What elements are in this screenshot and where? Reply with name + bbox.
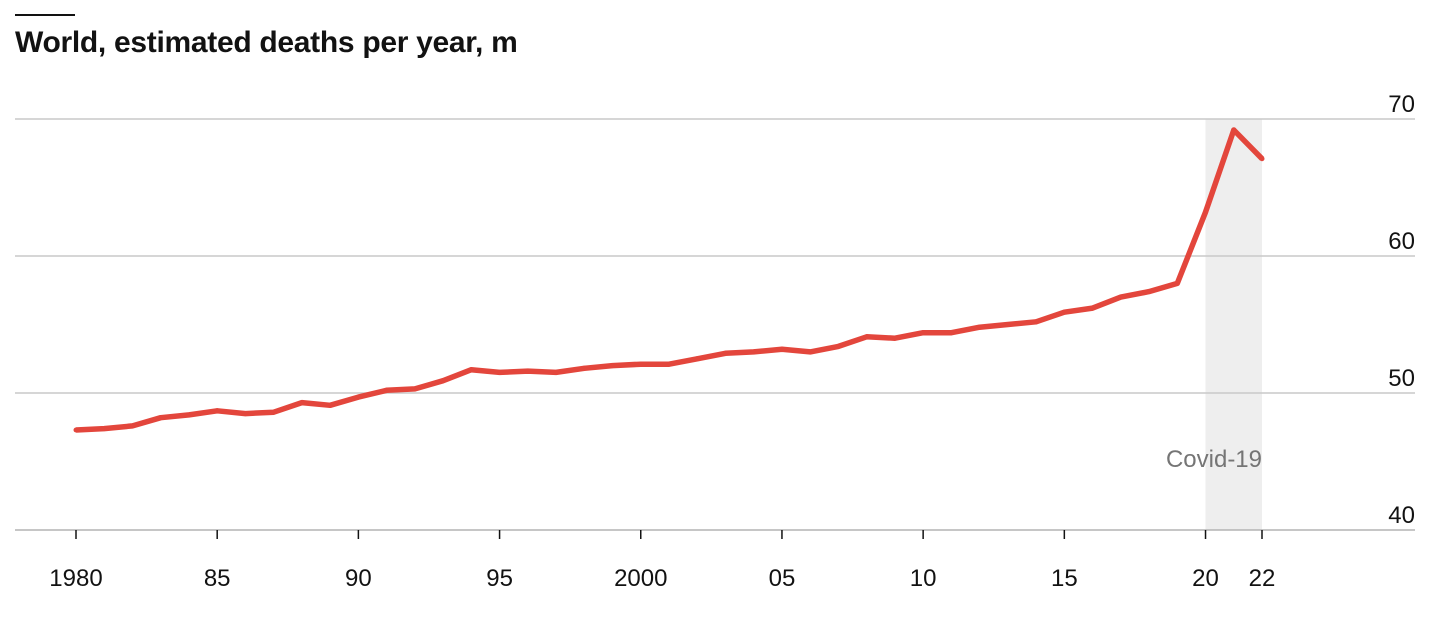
data-point-2016: [1090, 305, 1096, 311]
x-tick-label-10: 10: [910, 565, 937, 592]
data-point-2017: [1118, 294, 1124, 300]
x-tick-label-20: 20: [1192, 565, 1219, 592]
x-tick-label-05: 05: [769, 565, 796, 592]
data-point-2011: [948, 330, 954, 336]
y-tick-labels: 70 60 50 40: [1388, 91, 1415, 529]
data-point-1980: [73, 427, 79, 433]
x-tick-label-2000: 2000: [614, 565, 667, 592]
x-tick-label-1980: 1980: [49, 565, 102, 592]
data-point-2006: [807, 349, 813, 355]
data-point-2000: [638, 361, 644, 367]
data-point-2008: [864, 334, 870, 340]
data-point-1985: [214, 408, 220, 414]
y-tick-label-40: 40: [1388, 502, 1415, 529]
data-point-2005: [779, 346, 785, 352]
data-point-1991: [384, 387, 390, 393]
gridlines: [15, 118, 1415, 531]
top-rule: [15, 14, 75, 16]
x-axis: 1980 85 90 95 2000 05 10 15 20 22: [49, 530, 1275, 592]
data-point-1998: [581, 365, 587, 371]
data-point-2007: [835, 343, 841, 349]
data-point-2020: [1203, 209, 1208, 215]
data-point-2012: [977, 324, 983, 330]
data-point-1988: [299, 400, 305, 406]
x-tick-label-15: 15: [1051, 565, 1078, 592]
data-point-1983: [158, 415, 164, 421]
data-point-2002: [694, 356, 700, 362]
data-point-2015: [1061, 309, 1067, 315]
data-point-2018: [1146, 289, 1152, 295]
data-point-2013: [1005, 322, 1011, 327]
data-point-1986: [242, 411, 248, 417]
x-tick-label-90: 90: [345, 565, 372, 592]
data-point-2014: [1033, 319, 1039, 325]
data-point-1993: [440, 378, 446, 384]
data-point-1981: [101, 426, 107, 432]
y-tick-label-60: 60: [1388, 228, 1415, 255]
data-point-1982: [130, 423, 135, 429]
chart-title: World, estimated deaths per year, m: [15, 26, 518, 59]
data-point-1989: [327, 402, 333, 408]
data-point-2001: [666, 361, 672, 367]
data-point-1992: [412, 386, 418, 392]
data-point-1999: [610, 363, 615, 369]
x-tick-label-95: 95: [486, 565, 513, 592]
data-point-1987: [271, 409, 277, 415]
covid-annotation: Covid-19: [1166, 446, 1262, 473]
data-point-1994: [468, 367, 474, 373]
data-point-2009: [892, 335, 898, 341]
data-point-1990: [355, 394, 361, 400]
data-point-2003: [723, 350, 728, 356]
data-point-1996: [525, 368, 531, 374]
annotation-layer: Covid-19: [1166, 446, 1262, 473]
data-point-1984: [186, 412, 192, 418]
data-point-2010: [920, 330, 926, 336]
data-point-1997: [553, 369, 559, 375]
y-tick-label-70: 70: [1388, 91, 1415, 118]
data-point-2019: [1174, 280, 1180, 286]
series-line-0: [75, 127, 1264, 433]
data-point-2022: [1259, 156, 1265, 162]
data-point-2021: [1231, 127, 1237, 133]
y-tick-label-50: 50: [1388, 365, 1415, 392]
data-point-1995: [497, 369, 503, 375]
data-point-2004: [751, 349, 757, 355]
x-tick-label-85: 85: [204, 565, 231, 592]
series-layer: [73, 127, 1265, 433]
x-tick-label-22: 22: [1249, 565, 1276, 592]
